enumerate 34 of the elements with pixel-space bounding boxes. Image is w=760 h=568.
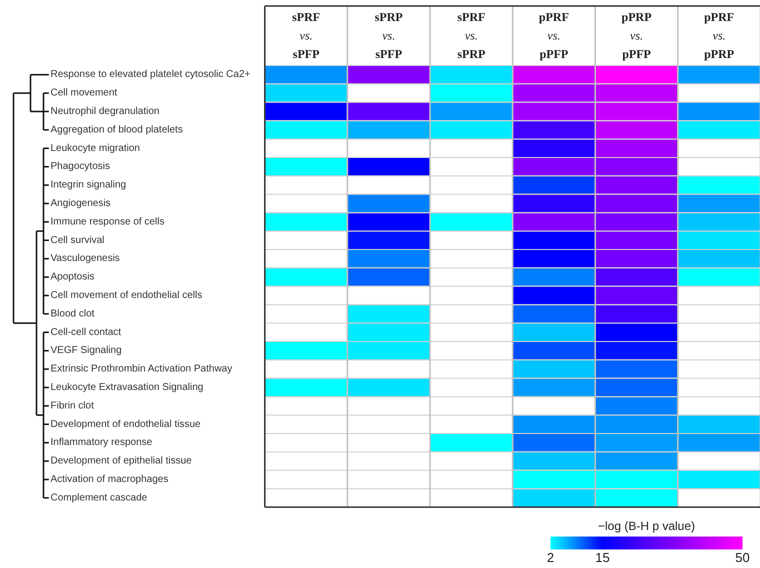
- x-tick-label: sPRF vs. sPFP: [292, 10, 320, 61]
- y-tick-label: Cell-cell contact: [50, 326, 122, 338]
- y-tick-label: Cell survival: [50, 234, 104, 246]
- y-tick-label: VEGF Signaling: [50, 345, 122, 356]
- x-tick-label: sPRF vs. sPRP: [457, 10, 486, 61]
- color-bar-title: −log (B-H p value): [598, 518, 696, 533]
- y-tick-label: Inflammatory response: [50, 437, 153, 448]
- y-tick-label: Fibrin clot: [50, 400, 94, 412]
- y-tick-label: Extrinsic Prothrombin Activation Pathway: [50, 364, 232, 375]
- y-tick-label: Leukocyte Extravasation Signaling: [50, 382, 204, 393]
- y-tick-label: Development of endothelial tissue: [50, 418, 202, 430]
- x-tick-label: pPRP vs. pPFP: [622, 10, 652, 61]
- y-tick-label: Development of epithelial tissue: [50, 456, 192, 467]
- x-tick-label: pPRF vs. pPRP: [704, 10, 734, 61]
- y-tick-label: Activation of macrophages: [50, 474, 168, 485]
- y-tick-label: Blood clot: [50, 308, 95, 320]
- y-tick-label: Leukocyte migration: [50, 142, 140, 154]
- y-tick-label: Phagocytosis: [50, 161, 110, 172]
- x-tick-label: pPRF vs. pPFP: [538, 10, 569, 61]
- y-tick-label: Aggregation of blood platelets: [50, 124, 183, 136]
- y-tick-label: Angiogenesis: [50, 198, 111, 209]
- y-tick-label: Cell movement of endothelial cells: [50, 290, 202, 301]
- y-tick-label: Integrin signaling: [50, 180, 126, 191]
- x-tick-label: sPRP vs. sPFP: [374, 10, 403, 61]
- color-bar-label: 2: [546, 550, 554, 566]
- y-tick-label: Complement cascade: [50, 492, 148, 504]
- color-bar-label: 50: [735, 550, 750, 566]
- y-tick-label: Cell movement: [50, 88, 118, 99]
- y-tick-label: Neutrophil degranulation: [50, 106, 160, 117]
- y-tick-label: Vasculogenesis: [50, 253, 120, 264]
- y-tick-label: Response to elevated platelet cytosolic Ca2+: [50, 69, 251, 80]
- y-tick-label: Immune response of cells: [50, 216, 164, 228]
- y-tick-label: Apoptosis: [50, 272, 94, 283]
- color-bar-label: 15: [595, 550, 610, 566]
